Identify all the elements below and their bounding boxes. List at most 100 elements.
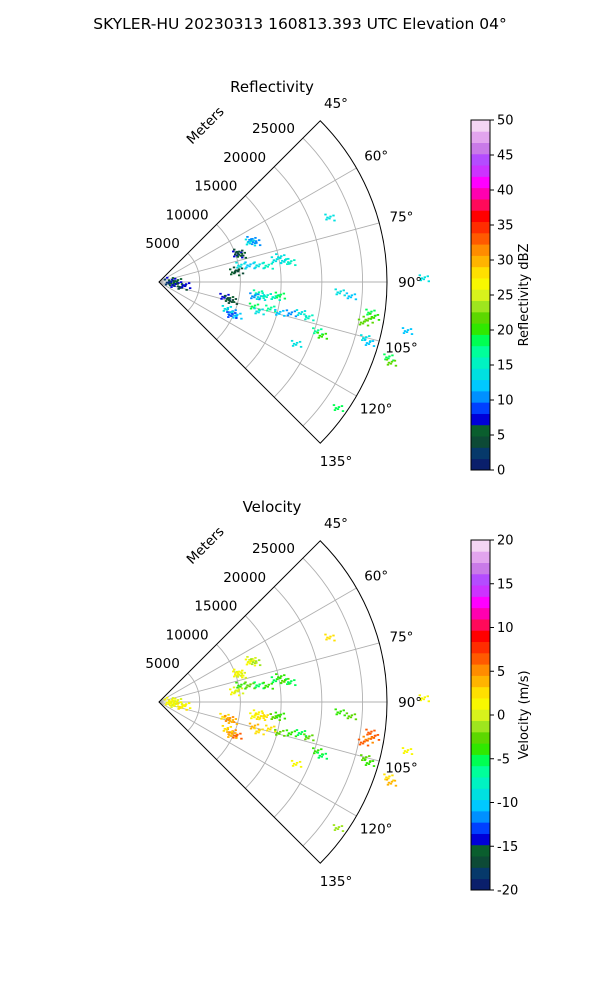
gate-pixel [171,277,175,279]
gate-pixel [314,330,317,333]
gate-pixel [401,327,405,329]
gate-pixel [333,409,337,411]
gate-pixel [239,674,243,677]
gate-pixel [282,729,285,732]
gate-pixel [237,253,241,256]
gate-pixel [361,759,364,762]
gate-pixel [250,243,254,246]
gate-pixel [402,752,406,754]
gate-pixel [332,404,336,406]
gate-pixel [372,345,376,347]
gate-pixel [267,683,270,686]
gate-pixel [316,751,320,754]
gate-pixel [385,778,389,781]
colorbar-segment [471,289,490,302]
gate-pixel [278,715,282,718]
gate-pixel [263,299,267,301]
gate-pixel [317,329,320,332]
gate-pixel [168,704,172,707]
gate-pixel [228,311,231,314]
gate-pixel [253,261,256,264]
gate-pixel [246,264,249,267]
gate-pixel [358,743,362,746]
gate-pixel [235,315,238,318]
gate-pixel [240,251,243,254]
gate-pixel [249,307,253,310]
gate-pixel [274,308,277,311]
gate-pixel [287,677,290,680]
colorbar-segment [471,788,490,801]
radar-gate [357,318,370,327]
radar-gate [316,331,329,340]
gate-pixel [231,716,235,718]
colorbar-tick-label: 25 [497,289,514,304]
gate-pixel [241,676,244,679]
gate-pixel [221,724,225,727]
gate-pixel [244,687,247,690]
gate-pixel [252,659,256,662]
gate-pixel [422,698,426,701]
gate-pixel [320,328,323,331]
gate-pixel [167,702,171,705]
gate-pixel [257,293,260,296]
radial-tick-label: 20000 [223,150,266,166]
gate-pixel [236,675,240,678]
gate-pixel [335,293,338,296]
gate-pixel [239,254,243,257]
radar-gate [285,678,297,687]
gate-pixel [423,696,427,699]
radar-gate [223,295,236,303]
gate-pixel [232,721,236,723]
gate-pixel [244,681,247,684]
gate-pixel [228,688,232,691]
gate-pixel [307,317,310,320]
gate-pixel [232,692,236,695]
gate-pixel [170,286,173,288]
gate-pixel [394,784,398,787]
gate-pixel [267,263,270,266]
gate-pixel [372,765,376,767]
gate-pixel [237,268,241,271]
gate-pixel [231,299,235,301]
gate-pixel [376,314,380,316]
gate-pixel [222,729,226,732]
gate-pixel [243,251,247,254]
gate-pixel [290,311,294,314]
gate-pixel [230,301,234,303]
azimuth-spoke [158,167,357,283]
colorbar-segment [471,641,490,654]
gate-pixel [255,684,258,687]
radial-tick-label: 5000 [145,656,179,672]
gate-pixel [253,687,256,690]
azimuth-tick-label: 105° [385,341,418,357]
gate-pixel [254,240,258,243]
gate-pixel [336,828,340,830]
gate-pixel [176,705,180,708]
gate-pixel [176,279,180,281]
gate-pixel [248,658,251,661]
gate-pixel [402,332,406,334]
gate-pixel [240,687,244,690]
gate-pixel [223,715,227,717]
gate-pixel [303,310,307,312]
radar-gate [244,658,257,667]
gate-pixel [360,754,363,757]
gate-pixel [278,299,281,301]
sector-outline [158,540,388,864]
azimuth-tick-label: 120° [360,822,393,838]
gate-pixel [261,715,265,718]
gate-pixel [274,728,277,731]
gate-pixel [180,703,184,705]
gate-pixel [232,301,236,303]
gate-pixel [241,256,244,259]
gate-pixel [171,697,175,699]
gate-pixel [237,694,241,697]
colorbar-segment [471,607,490,620]
colorbar-segment [471,867,490,880]
gate-pixel [370,316,373,319]
gate-pixel [273,305,276,308]
gate-pixel [294,343,298,346]
gate-pixel [370,310,373,313]
gate-pixel [257,731,260,734]
gate-pixel [361,742,365,745]
